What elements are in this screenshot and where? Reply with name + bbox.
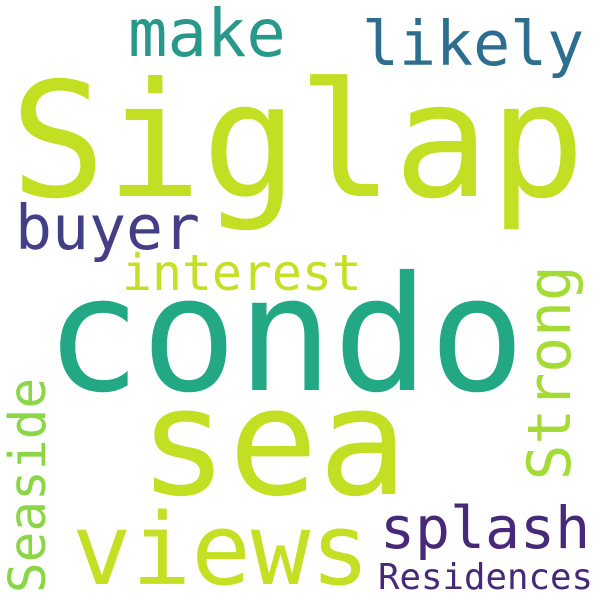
word-make: make bbox=[128, 0, 286, 72]
word-sea: sea bbox=[138, 356, 408, 530]
word-seaside: Seaside bbox=[0, 377, 58, 594]
word-views: views bbox=[72, 492, 371, 600]
word-buyer: buyer bbox=[15, 192, 200, 264]
word-condo: condo bbox=[45, 241, 526, 428]
word-siglap: Siglap bbox=[10, 48, 586, 234]
word-splash: splash bbox=[380, 493, 591, 562]
word-interest: interest bbox=[122, 244, 362, 302]
word-residences: Residences bbox=[378, 556, 593, 598]
word-strong: Strong bbox=[515, 264, 585, 480]
word-likely: likely bbox=[362, 8, 585, 80]
